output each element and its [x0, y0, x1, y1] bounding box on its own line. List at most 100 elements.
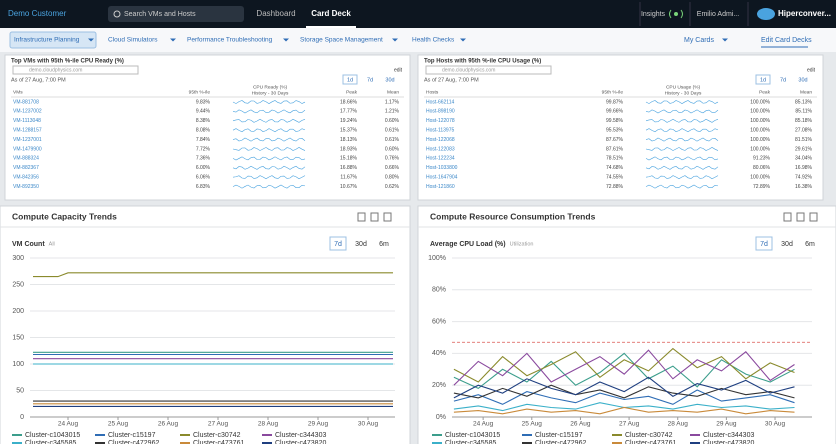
insights[interactable]: Insights	[641, 11, 666, 18]
range-button[interactable]: 30d	[781, 241, 793, 248]
row-name[interactable]: VM-888324	[13, 156, 39, 162]
legend-label[interactable]: Cluster-c1043015	[445, 432, 500, 439]
row-name[interactable]: Host-122234	[426, 156, 455, 162]
series-line	[453, 352, 795, 390]
tab[interactable]: Dashboard	[256, 9, 295, 18]
signal-icon	[669, 9, 683, 19]
nav-item[interactable]: Cloud Simulators	[108, 37, 158, 44]
row-name[interactable]: Host-898190	[426, 109, 455, 115]
card-icon[interactable]	[383, 212, 392, 222]
range-button[interactable]: 7d	[760, 241, 768, 248]
chart-subtitle: All	[49, 241, 55, 247]
row-name[interactable]: Host-1647904	[426, 175, 458, 181]
x-tick-label: 27 Aug	[619, 421, 640, 428]
cell: 87.61%	[606, 146, 624, 152]
column-header: Hosts	[426, 89, 439, 95]
cell: 99.66%	[606, 109, 624, 115]
range-button[interactable]: 30d	[355, 241, 367, 248]
legend-label[interactable]: Cluster-c473761	[625, 440, 676, 444]
filter-box[interactable]	[12, 65, 139, 75]
card-icon[interactable]	[357, 212, 366, 222]
row-name[interactable]: Host-122083	[426, 146, 455, 152]
row-name[interactable]: Host-662114	[426, 99, 454, 105]
search-placeholder[interactable]: Search VMs and Hosts	[124, 11, 196, 18]
my-cards[interactable]: My Cards	[684, 37, 714, 44]
row-name[interactable]: VM-892350	[13, 184, 39, 190]
logo-text: Hiperconver...	[778, 9, 831, 18]
range-button[interactable]: 7d	[334, 241, 342, 248]
user-menu[interactable]: Emilio Admi...	[697, 11, 739, 18]
legend-label[interactable]: Cluster-c30742	[193, 432, 241, 439]
range-button[interactable]: 30d	[798, 77, 807, 83]
sparkline	[232, 137, 306, 142]
legend-label[interactable]: Cluster-c15197	[108, 432, 156, 439]
search-box[interactable]	[108, 6, 244, 22]
legend-label[interactable]: Cluster-c473820	[703, 440, 754, 444]
legend-label[interactable]: Cluster-c473761	[193, 440, 244, 444]
cell: 17.77%	[340, 109, 358, 115]
chart-subtitle: Utilization	[510, 241, 534, 247]
legend-label[interactable]: Cluster-c344303	[275, 432, 326, 439]
cell: 9.83%	[196, 99, 211, 105]
row-name[interactable]: VM-1237002	[13, 109, 42, 115]
card-icon[interactable]	[783, 212, 792, 222]
nav-item[interactable]: Performance Troubleshooting	[187, 37, 273, 44]
row-name[interactable]: VM-882367	[13, 165, 39, 171]
legend-label[interactable]: Cluster-c472962	[535, 440, 586, 444]
caret	[283, 38, 289, 42]
cell: 81.51%	[795, 137, 813, 143]
legend-label[interactable]: Cluster-c344303	[703, 432, 754, 439]
card-icon[interactable]	[796, 212, 805, 222]
row-name[interactable]: Host-121860	[426, 184, 455, 190]
range-button[interactable]: 30d	[385, 77, 394, 83]
row-name[interactable]: VM-1288157	[13, 128, 42, 134]
nav-item[interactable]: Infrastructure Planning	[14, 37, 80, 44]
legend-label[interactable]: Cluster-c345585	[25, 440, 76, 444]
filter: demo.cloudphysics.com	[29, 67, 82, 73]
range-button[interactable]: 7d	[367, 77, 373, 83]
legend-label[interactable]: Cluster-c1043015	[25, 432, 80, 439]
tab[interactable]: Card Deck	[311, 9, 351, 18]
y-tick-label: 20%	[432, 382, 446, 389]
range-button[interactable]: 1d	[347, 77, 353, 83]
cell: 16.98%	[795, 165, 813, 171]
row-name[interactable]: VM-881708	[13, 99, 39, 105]
row-name[interactable]: VM-1237001	[13, 137, 42, 143]
row-name[interactable]: VM-1479900	[13, 146, 42, 152]
x-tick-label: 28 Aug	[668, 421, 689, 428]
edit-link[interactable]: edit	[807, 67, 816, 73]
range-button[interactable]: 1d	[760, 77, 766, 83]
x-tick-label: 28 Aug	[258, 421, 279, 428]
row-name[interactable]: Host-1033800	[426, 165, 458, 171]
edit-card-decks[interactable]: Edit Card Decks	[761, 37, 812, 44]
filter-box[interactable]	[425, 65, 552, 75]
customer[interactable]: Demo Customer	[8, 9, 67, 18]
range-active	[755, 74, 771, 85]
row-name[interactable]: Host-122078	[426, 118, 455, 124]
legend-label[interactable]: Cluster-c15197	[535, 432, 583, 439]
sparkline	[645, 128, 719, 133]
legend-label[interactable]: Cluster-c30742	[625, 432, 673, 439]
cell: 9.44%	[196, 109, 211, 115]
nav-item[interactable]: Health Checks	[412, 37, 455, 44]
edit-link[interactable]: edit	[394, 67, 403, 73]
series-line	[453, 349, 795, 386]
range-button[interactable]: 7d	[780, 77, 786, 83]
card-icon[interactable]	[370, 212, 379, 222]
cell: 1.17%	[385, 99, 400, 105]
row-name[interactable]: VM-1113048	[13, 118, 41, 124]
row-name[interactable]: Host-113975	[426, 128, 454, 134]
legend-label[interactable]: Cluster-c345585	[445, 440, 496, 444]
cell: 100.00%	[750, 99, 770, 105]
sparkline	[645, 118, 719, 123]
legend-label[interactable]: Cluster-c472962	[108, 440, 159, 444]
range-button[interactable]: 6m	[379, 241, 389, 248]
card-icon[interactable]	[809, 212, 818, 222]
range-button[interactable]: 6m	[805, 241, 815, 248]
nav-item[interactable]: Storage Space Management	[300, 37, 383, 44]
row-name[interactable]: Host-122068	[426, 137, 455, 143]
row-name[interactable]: VM-842356	[13, 175, 39, 181]
active-nav-box	[9, 31, 97, 49]
legend-label[interactable]: Cluster-c473820	[275, 440, 326, 444]
